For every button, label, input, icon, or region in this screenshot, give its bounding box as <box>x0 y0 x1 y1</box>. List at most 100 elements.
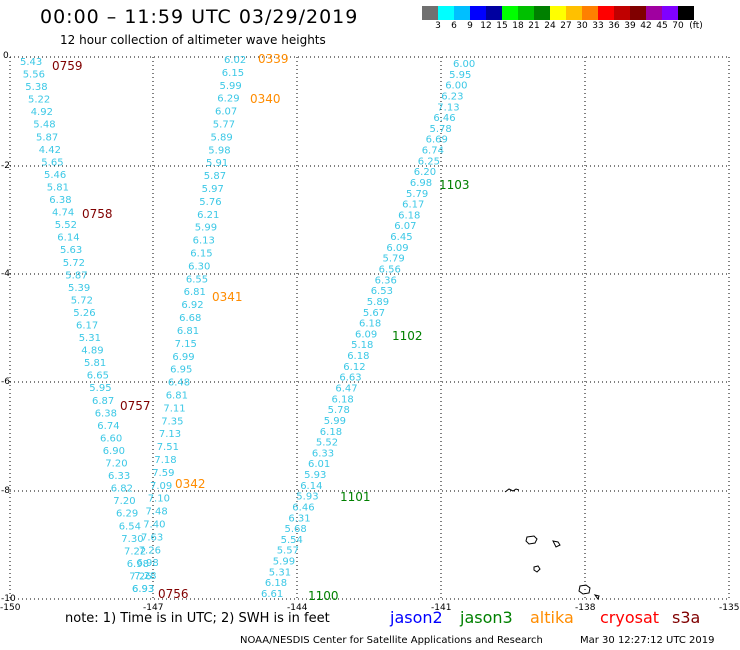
wave-height-value: 5.31 <box>79 333 101 344</box>
wave-height-value: 5.26 <box>73 308 95 319</box>
wave-height-value: 7.20 <box>105 459 127 470</box>
wave-height-value: 5.72 <box>63 258 85 269</box>
wave-height-value: 5.52 <box>55 220 77 231</box>
wave-height-value: 7.59 <box>152 468 174 479</box>
wave-height-value: 6.68 <box>179 313 201 324</box>
wave-height-value: 7.18 <box>154 455 176 466</box>
y-tick-label: -4 <box>1 269 10 279</box>
wave-height-value: 5.99 <box>273 557 295 568</box>
legend-swatch <box>438 6 454 20</box>
wave-height-value: 6.92 <box>181 300 203 311</box>
wave-height-value: 5.99 <box>324 416 346 427</box>
wave-height-value: 6.29 <box>217 94 239 105</box>
time-label: 0756 <box>158 587 189 601</box>
legend-label: 33 <box>592 21 604 31</box>
legend-label: 21 <box>528 21 540 31</box>
wave-height-value: 6.46 <box>292 503 314 514</box>
wave-height-value: 5.81 <box>47 183 69 194</box>
wave-height-value: 7.20 <box>113 496 135 507</box>
wave-height-value: 6.90 <box>103 446 125 457</box>
time-label: 0759 <box>52 59 83 73</box>
wave-height-value: 5.18 <box>351 340 373 351</box>
wave-height-value: 6.30 <box>188 261 210 272</box>
page-title: 00:00 – 11:59 UTC 03/29/2019 <box>40 6 359 28</box>
wave-height-value: 6.56 <box>379 265 401 276</box>
wave-height-value: 7.40 <box>143 520 165 531</box>
wave-height-value: 6.60 <box>100 433 122 444</box>
wave-height-value: 6.95 <box>170 365 192 376</box>
legend-swatch <box>422 6 438 20</box>
wave-height-value: 6.02 <box>224 55 246 66</box>
wave-height-value: 6.87 <box>92 396 114 407</box>
altimeter-tracks: 5.435.565.385.224.925.485.874.425.655.46… <box>20 52 475 603</box>
legend-label: 6 <box>451 21 457 31</box>
wave-height-value: 6.63 <box>339 373 361 384</box>
legend-label: 3 <box>435 21 441 31</box>
wave-height-value: 5.54 <box>281 535 303 546</box>
wave-height-value: 5.99 <box>195 223 217 234</box>
time-label: 0342 <box>175 477 206 491</box>
x-tick-label: -147 <box>143 603 163 613</box>
wave-height-value: 6.45 <box>390 232 412 243</box>
wave-height-value: 6.01 <box>308 459 330 470</box>
y-tick-label: -10 <box>1 594 16 604</box>
time-label: 1100 <box>308 589 339 603</box>
time-label: 1103 <box>439 178 470 192</box>
wave-height-value: 4.74 <box>52 208 74 219</box>
wave-height-value: 5.52 <box>316 438 338 449</box>
wave-height-value: 7.35 <box>161 416 183 427</box>
wave-height-value: 6.93 <box>132 584 154 595</box>
wave-height-value: 5.81 <box>84 358 106 369</box>
wave-height-value: 5.97 <box>202 184 224 195</box>
wave-height-value: 6.17 <box>402 200 424 211</box>
wave-height-value: 7.10 <box>148 494 170 505</box>
note-text: note: 1) Time is in UTC; 2) SWH is in fe… <box>65 611 330 626</box>
wave-height-value: 5.95 <box>89 383 111 394</box>
wave-height-value: 5.38 <box>25 82 47 93</box>
island-1 <box>504 488 520 493</box>
wave-height-value: 7.13 <box>437 102 459 113</box>
x-tick-label: -141 <box>431 603 451 613</box>
color-legend <box>422 6 694 20</box>
legend-swatch <box>582 6 598 20</box>
wave-height-value: 6.74 <box>97 421 119 432</box>
wave-height-value: 5.72 <box>71 295 93 306</box>
wave-height-value: 6.93 <box>132 584 154 595</box>
x-tick-label: -144 <box>287 603 308 613</box>
y-tick-label: 0 <box>3 51 9 61</box>
wave-height-value: 6.09 <box>386 243 408 254</box>
wave-height-value: 6.38 <box>95 408 117 419</box>
legend-label: 70 <box>672 21 684 31</box>
legend-unit: (ft) <box>689 21 703 31</box>
island-6 <box>593 594 600 601</box>
wave-height-value: 6.53 <box>371 286 393 297</box>
island-4 <box>533 565 541 573</box>
legend-swatch <box>454 6 470 20</box>
axis-ticks: -150 -147 -144 -141 -138 -135 0 -2 -4 -6 -8 -10 <box>0 51 739 613</box>
wave-height-value: 7.13 <box>159 429 181 440</box>
wave-height-value: 5.48 <box>33 120 55 131</box>
wave-height-value: 7.11 <box>163 403 185 414</box>
legend-swatch <box>566 6 582 20</box>
wave-height-value: 5.78 <box>328 405 350 416</box>
satellite-label-jason2: jason2 <box>390 608 443 627</box>
wave-height-value: 5.87 <box>65 270 87 281</box>
wave-height-value: 6.81 <box>177 326 199 337</box>
wave-height-value: 4.89 <box>81 346 103 357</box>
wave-height-value: 5.77 <box>213 120 235 131</box>
timestamp-text: Mar 30 12:27:12 UTC 2019 <box>580 635 715 646</box>
x-tick-label: -150 <box>0 603 21 613</box>
wave-height-value: 5.46 <box>44 170 66 181</box>
legend-label: 18 <box>512 21 524 31</box>
wave-height-value: 6.18 <box>320 427 342 438</box>
satellite-label-altika: altika <box>530 608 574 627</box>
wave-height-value: 6.15 <box>222 68 244 79</box>
wave-height-value: 6.18 <box>265 578 287 589</box>
wave-height-value: 6.54 <box>119 521 141 532</box>
wave-height-value: 7.22 <box>124 546 146 557</box>
legend-label: 27 <box>560 21 572 31</box>
time-label: 0757 <box>120 399 151 413</box>
legend-label: 30 <box>576 21 588 31</box>
wave-height-value: 5.68 <box>285 524 307 535</box>
